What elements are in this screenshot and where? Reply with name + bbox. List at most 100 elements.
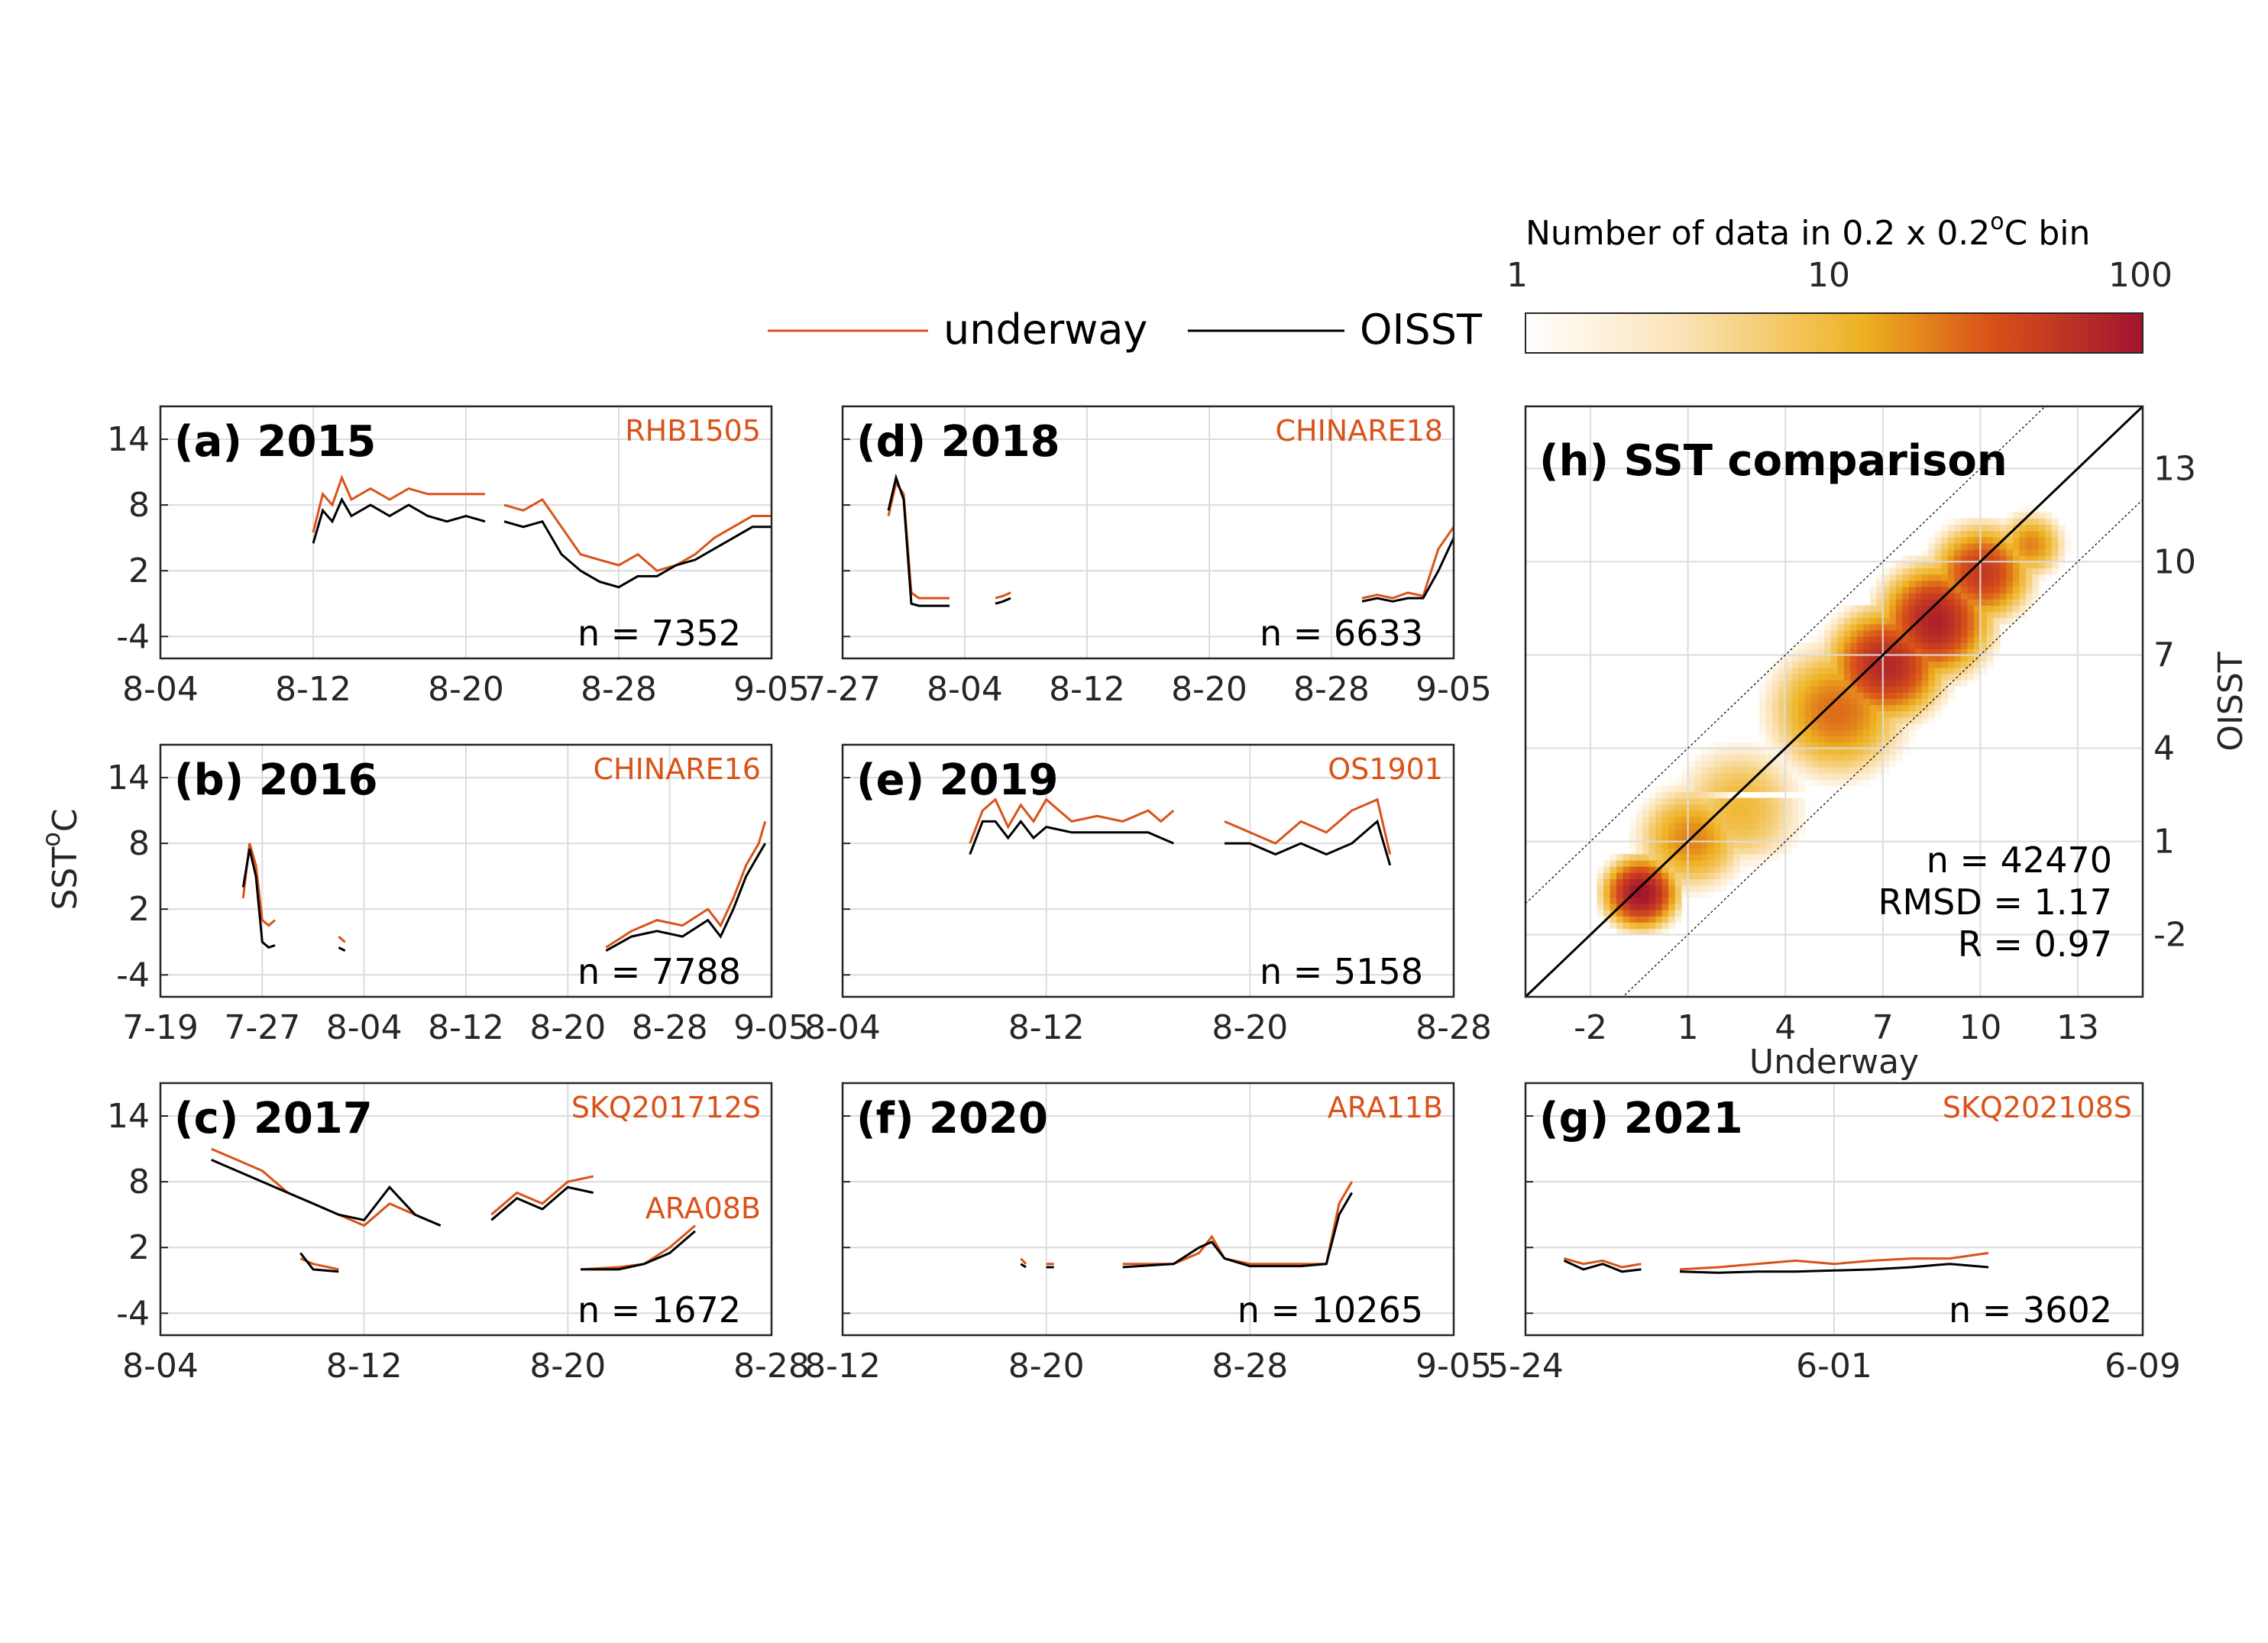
heatmap-cell [1876, 605, 1884, 613]
heatmap-cell [1843, 661, 1851, 668]
heatmap-cell [2019, 574, 2027, 581]
heatmap-cell [1811, 729, 1819, 736]
heatmap-cell [1785, 779, 1793, 786]
x-tick-label: -2 [1574, 1008, 1607, 1047]
heatmap-cell [1765, 667, 1773, 674]
heatmap-cell [1947, 692, 1955, 699]
heatmap-cell [1986, 524, 1994, 532]
heatmap-cell [1869, 593, 1877, 600]
heatmap-cell [1882, 742, 1890, 749]
heatmap-cell [1778, 773, 1786, 780]
heatmap-cell [1902, 555, 1910, 562]
heatmap-cell [1713, 804, 1721, 811]
heatmap-cell [1973, 623, 1981, 631]
heatmap-cell [1843, 667, 1851, 674]
heatmap-cell [1746, 847, 1754, 855]
heatmap-cell [1668, 922, 1676, 930]
heatmap-cell [1876, 648, 1884, 655]
heatmap-cell [1843, 754, 1851, 762]
heatmap-cell [1707, 872, 1715, 879]
heatmap-cell [1830, 704, 1838, 712]
x-tick-label: 6-01 [1796, 1347, 1872, 1386]
heatmap-cell [1856, 729, 1864, 736]
heatmap-cell [1661, 922, 1669, 930]
heatmap-cell [1772, 673, 1780, 681]
heatmap-cell [1824, 673, 1832, 681]
heatmap-cell [1967, 655, 1975, 662]
panel-d: 7-27 8-04 8-12 8-20 8-28 9-05(d) 2018 CHINARE1… [804, 405, 1492, 709]
heatmap-cell [1830, 629, 1838, 637]
heatmap-cell [1882, 580, 1890, 587]
heatmap-cell [1928, 629, 1936, 637]
heatmap-cell [1934, 710, 1942, 718]
heatmap-cell [1772, 797, 1780, 805]
heatmap-cell [1960, 530, 1968, 538]
heatmap-cell [1980, 593, 1988, 600]
heatmap-cell [1908, 686, 1916, 693]
heatmap-cell [1739, 779, 1747, 786]
heatmap-cell [1694, 804, 1702, 811]
heatmap-cell [1993, 555, 2001, 562]
heatmap-cell [1720, 866, 1728, 873]
heatmap-cell [1908, 580, 1916, 587]
heatmap-cell [1707, 791, 1715, 799]
heatmap-cell [1824, 773, 1832, 780]
heatmap-cell [1739, 766, 1747, 774]
heatmap-cell [1733, 779, 1741, 786]
heatmap-cell [1902, 568, 1910, 575]
heatmap-cell [1876, 729, 1884, 736]
heatmap-cell [1811, 710, 1819, 718]
heatmap-cell [1895, 574, 1903, 581]
heatmap-cell [1733, 817, 1741, 823]
heatmap-cell [2045, 536, 2053, 544]
heatmap-cell [1850, 617, 1858, 625]
offset-line [1622, 499, 2143, 997]
heatmap-cell [1830, 661, 1838, 668]
heatmap-cell [1791, 785, 1799, 792]
heatmap-cell [1681, 866, 1689, 873]
heatmap-cell [1869, 599, 1877, 606]
heatmap-cell [1863, 742, 1871, 749]
heatmap-cell [1876, 599, 1884, 606]
heatmap-cell [1947, 655, 1955, 662]
heatmap-cell [1674, 823, 1682, 830]
heatmap-cell [1674, 791, 1682, 799]
x-tick-label: 8-12 [326, 1347, 403, 1386]
heatmap-cell [1954, 574, 1962, 581]
heatmap-cell [1623, 922, 1630, 930]
heatmap-cell [1960, 655, 1968, 662]
heatmap-cell [1843, 766, 1851, 774]
cruise-label: RHB1505 [625, 414, 761, 448]
heatmap-cell [1934, 543, 1942, 550]
heatmap-cell [1817, 667, 1825, 674]
heatmap-cell [1752, 754, 1760, 762]
heatmap-cell [1765, 673, 1773, 681]
series-line-oisst [995, 597, 1011, 605]
heatmap-cell [1623, 928, 1630, 936]
heatmap-cell [1999, 623, 2007, 631]
heatmap-cell [1642, 928, 1650, 936]
heatmap-cell [1908, 642, 1916, 649]
y-tick-label: -4 [116, 1294, 150, 1333]
heatmap-cell [1772, 785, 1780, 792]
heatmap-cell [1895, 655, 1903, 662]
heatmap-cell [1726, 878, 1734, 886]
heatmap-cell [1778, 667, 1786, 674]
axes-box [159, 405, 773, 660]
x-tick-label: 13 [2056, 1008, 2099, 1047]
heatmap-cell [1928, 686, 1936, 693]
heatmap-cell [1635, 903, 1643, 910]
heatmap-cell [1798, 797, 1806, 805]
heatmap-cell [1902, 655, 1910, 662]
heatmap-cell [1804, 754, 1812, 762]
heatmap-cell [2032, 524, 2040, 532]
heatmap-cell [1915, 686, 1923, 693]
heatmap-cell [1772, 841, 1780, 849]
heatmap-cell [1804, 729, 1812, 736]
heatmap-cell [1668, 791, 1676, 799]
heatmap-cell [1895, 754, 1903, 762]
heatmap-cell [1882, 729, 1890, 736]
heatmap-cell [1759, 686, 1767, 693]
heatmap-cell [1947, 580, 1955, 587]
